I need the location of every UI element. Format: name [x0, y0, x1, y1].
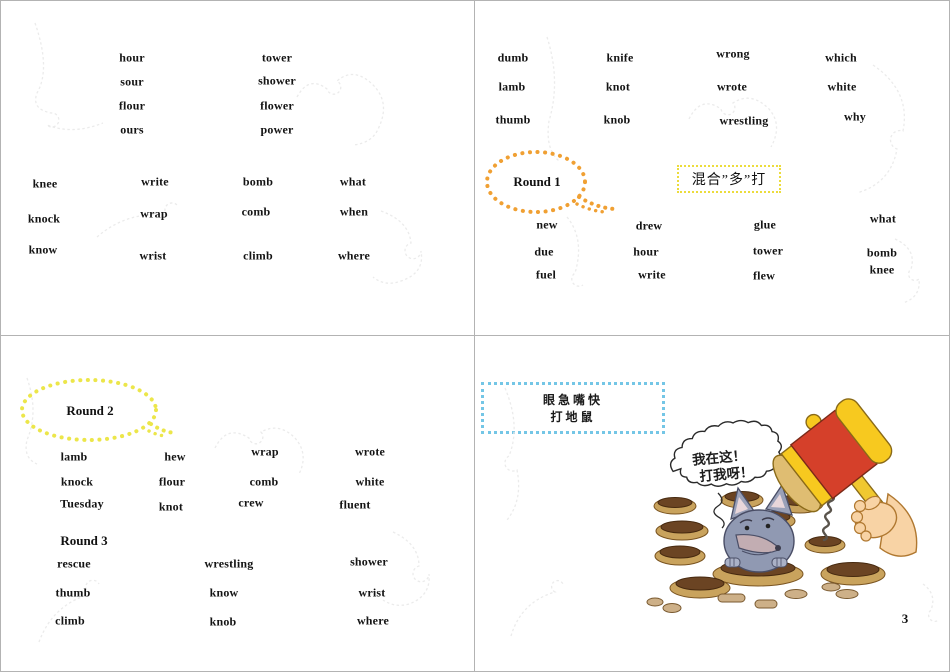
- word: wrong: [716, 46, 750, 61]
- word: power: [260, 122, 294, 137]
- word: wrap: [251, 444, 279, 459]
- word: due: [534, 244, 554, 259]
- word: thumb: [495, 112, 531, 127]
- word: white: [355, 474, 385, 489]
- doodle-decorations: [34, 22, 423, 284]
- page-number: 3: [901, 611, 909, 626]
- word: write: [638, 267, 666, 282]
- doodle-decorations: [25, 377, 430, 643]
- word: white: [827, 79, 857, 94]
- word: when: [339, 204, 369, 219]
- word: shower: [350, 554, 388, 569]
- mixed-drill-title-box: 混合”多”打: [677, 165, 781, 193]
- round3-label: Round 3: [60, 533, 108, 548]
- word: wrist: [358, 585, 386, 600]
- round1-speech-bubble: [485, 150, 617, 214]
- word: wrote: [716, 79, 748, 94]
- word: knee: [869, 262, 895, 277]
- stones: [646, 582, 859, 613]
- whack-a-mole-illustration: 我在这！ 打我呀！: [504, 387, 940, 637]
- slide-1: hour sour flour ours tower shower flower…: [1, 1, 475, 336]
- word: knock: [27, 211, 61, 226]
- word: what: [869, 211, 897, 226]
- slide-3: Round 2 lamb knock Tuesday hew flour kno…: [1, 336, 475, 671]
- doodle-decorations: [546, 36, 920, 304]
- round2-speech-bubble: [20, 378, 177, 442]
- word: wrote: [354, 444, 386, 459]
- word: hour: [633, 244, 659, 259]
- word: knob: [209, 614, 237, 629]
- word: new: [536, 217, 558, 232]
- slide-4: 眼急嘴快 打地鼠: [475, 336, 949, 671]
- word: knock: [60, 474, 94, 489]
- word: lamb: [498, 79, 526, 94]
- word: thumb: [55, 585, 91, 600]
- word: what: [339, 174, 367, 189]
- word: write: [141, 174, 169, 189]
- mole-bubble-text-line1: 我在这！: [691, 447, 746, 468]
- game-title-line1: 眼急嘴快: [542, 392, 603, 407]
- mixed-drill-title: 混合”多”打: [691, 173, 767, 188]
- round2-label: Round 2: [66, 403, 114, 418]
- hand: [850, 492, 918, 557]
- word: where: [337, 248, 371, 263]
- word: knee: [32, 176, 58, 191]
- word: wrestling: [204, 556, 254, 571]
- round1-label: Round 1: [513, 174, 561, 189]
- word: tower: [261, 50, 293, 65]
- word: climb: [55, 613, 85, 628]
- slide-2: dumb lamb thumb knife knot knob wrong wr…: [475, 1, 949, 336]
- word: Tuesday: [60, 496, 104, 511]
- word: rescue: [57, 556, 91, 571]
- word: shower: [258, 73, 296, 88]
- word: tower: [752, 243, 784, 258]
- word: hour: [119, 50, 145, 65]
- mole-bubble-text-line2: 打我呀！: [699, 463, 754, 484]
- word: glue: [753, 217, 777, 232]
- word: flour: [118, 98, 146, 113]
- word: fuel: [535, 267, 557, 282]
- game-title-line2: 打地鼠: [550, 409, 596, 424]
- word: knob: [603, 112, 631, 127]
- word: hew: [164, 449, 186, 464]
- mole: [723, 483, 795, 573]
- mole-speech-bubble: 我在这！ 打我呀！: [669, 419, 783, 487]
- word: wrap: [140, 206, 168, 221]
- word: crew: [238, 495, 264, 510]
- word: sour: [120, 74, 144, 89]
- word: lamb: [60, 449, 88, 464]
- word: where: [356, 613, 390, 628]
- word: comb: [241, 204, 271, 219]
- word: bomb: [866, 245, 898, 260]
- word: flower: [260, 98, 294, 113]
- word: flew: [752, 268, 776, 283]
- word: knot: [605, 79, 631, 94]
- word: fluent: [339, 497, 371, 512]
- word: drew: [635, 218, 663, 233]
- word: bomb: [242, 174, 274, 189]
- word: dumb: [497, 50, 529, 65]
- word: why: [844, 109, 866, 124]
- word: which: [825, 50, 857, 65]
- word: climb: [243, 248, 273, 263]
- word: flour: [158, 474, 186, 489]
- word: wrestling: [719, 113, 769, 128]
- word: ours: [120, 122, 144, 137]
- word: wrist: [139, 248, 167, 263]
- word: knife: [606, 50, 634, 65]
- word: comb: [249, 474, 279, 489]
- word: knot: [158, 499, 184, 514]
- word: know: [209, 585, 239, 600]
- word: know: [28, 242, 58, 257]
- game-title-box: 眼急嘴快 打地鼠: [481, 382, 665, 434]
